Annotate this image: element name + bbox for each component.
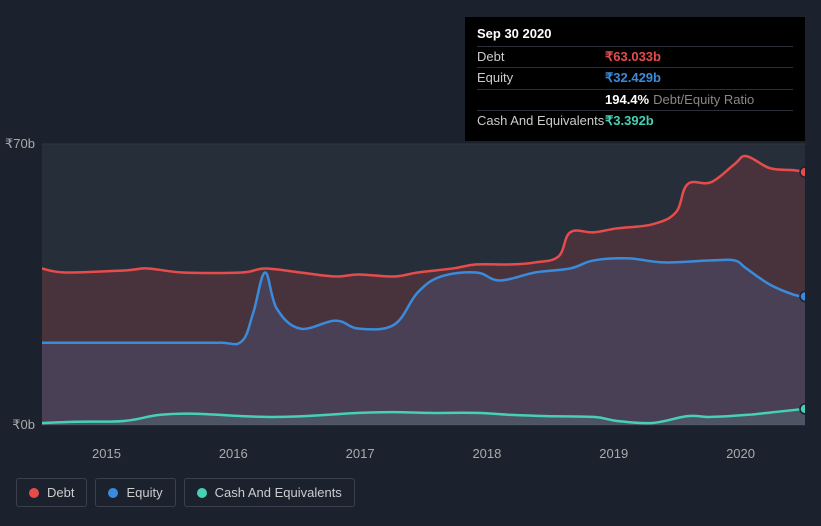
x-axis: 2015 2016 2017 2018 2019 2020 xyxy=(42,446,805,461)
tooltip-row-label: Equity xyxy=(477,69,605,87)
tooltip-row: Debt₹63.033b xyxy=(477,46,793,67)
tooltip-row: 194.4%Debt/Equity Ratio xyxy=(477,89,793,110)
legend-label: Debt xyxy=(47,485,74,500)
tooltip-row-value: ₹32.429b xyxy=(605,69,661,87)
debt-equity-chart xyxy=(42,132,805,437)
chart-tooltip: Sep 30 2020 Debt₹63.033bEquity₹32.429b19… xyxy=(465,17,805,141)
legend-label: Equity xyxy=(126,485,162,500)
x-axis-tick: 2015 xyxy=(92,446,121,461)
tooltip-row-label xyxy=(477,91,605,109)
tooltip-date: Sep 30 2020 xyxy=(477,25,793,43)
legend-dot-icon xyxy=(29,488,39,498)
tooltip-row-value: 194.4%Debt/Equity Ratio xyxy=(605,91,754,109)
tooltip-row: Equity₹32.429b xyxy=(477,67,793,88)
y-axis-label: ₹0b xyxy=(12,417,35,433)
chart-legend: Debt Equity Cash And Equivalents xyxy=(16,478,355,507)
x-axis-tick: 2016 xyxy=(219,446,248,461)
tooltip-row-label: Cash And Equivalents xyxy=(477,112,605,130)
tooltip-row: Cash And Equivalents₹3.392b xyxy=(477,110,793,131)
x-axis-tick: 2019 xyxy=(599,446,628,461)
y-axis-label: ₹70b xyxy=(5,136,35,152)
tooltip-row-label: Debt xyxy=(477,48,605,66)
tooltip-row-sublabel: Debt/Equity Ratio xyxy=(653,92,754,107)
legend-dot-icon xyxy=(197,488,207,498)
x-axis-tick: 2017 xyxy=(346,446,375,461)
x-axis-tick: 2018 xyxy=(472,446,501,461)
legend-label: Cash And Equivalents xyxy=(215,485,342,500)
legend-item-debt[interactable]: Debt xyxy=(16,478,87,507)
legend-item-cash-and-equivalents[interactable]: Cash And Equivalents xyxy=(184,478,355,507)
tooltip-row-value: ₹63.033b xyxy=(605,48,661,66)
legend-item-equity[interactable]: Equity xyxy=(95,478,175,507)
legend-dot-icon xyxy=(108,488,118,498)
tooltip-row-value: ₹3.392b xyxy=(605,112,654,130)
x-axis-tick: 2020 xyxy=(726,446,755,461)
